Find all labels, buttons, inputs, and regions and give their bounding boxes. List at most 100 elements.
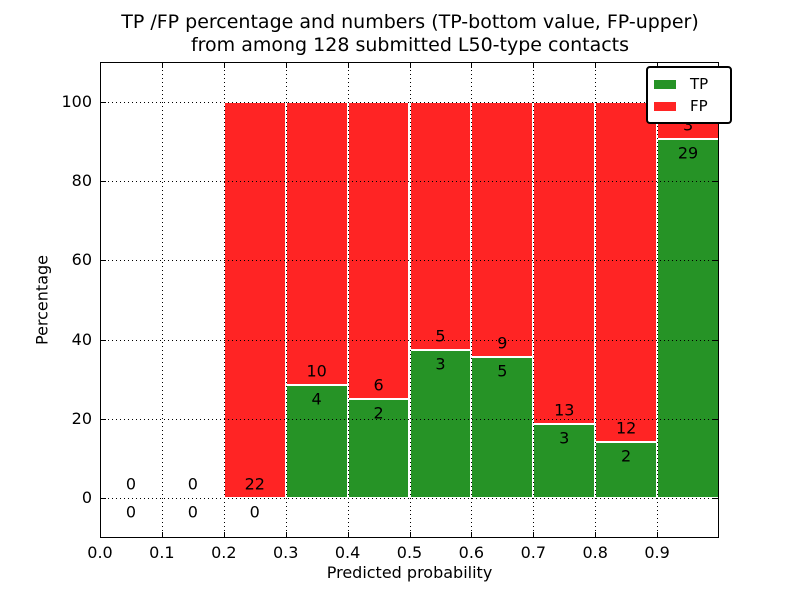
bar-segment-fp-bin8	[595, 101, 658, 442]
x-tick-label-0.9: 0.9	[644, 543, 670, 562]
y-tick-right-80	[713, 181, 719, 182]
tp-count-label-bin1: 0	[187, 502, 198, 522]
gridline-y-0	[100, 498, 719, 500]
gridline-y-80	[100, 181, 719, 182]
y-tick-left-80	[100, 181, 106, 182]
gridline-x-0.4	[347, 62, 349, 538]
bar-segment-tp-bin6	[471, 356, 534, 499]
tp-count-label-bin5: 3	[435, 354, 446, 374]
chart-title-line-1: TP /FP percentage and numbers (TP-bottom…	[121, 11, 699, 33]
y-tick-right-60	[713, 260, 719, 262]
gridline-x-0.2	[223, 62, 225, 538]
tp-count-label-bin9: 29	[677, 143, 699, 163]
x-tick-label-0.7: 0.7	[520, 543, 547, 562]
fp-count-label-bin6: 9	[497, 333, 508, 353]
x-tick-label-0.4: 0.4	[334, 543, 361, 562]
gridline-x-0.3	[285, 62, 287, 538]
tp-count-label-bin6: 5	[497, 361, 508, 381]
y-tick-right-20	[713, 419, 719, 420]
x-tick-bottom-0.3	[285, 532, 287, 538]
bar-segment-tp-bin9	[657, 138, 719, 499]
chart-title-line-2: from among 128 submitted L50-type contac…	[190, 34, 630, 56]
x-tick-top-0.5	[409, 62, 411, 68]
fp-count-label-bin0: 0	[125, 474, 137, 494]
x-tick-bottom-0.4	[347, 532, 349, 538]
x-tick-top-0.1	[161, 62, 163, 68]
bar-segment-tp-bin5	[409, 349, 472, 499]
gridline-x-0.1	[161, 62, 163, 538]
y-tick-label-80: 80	[71, 171, 92, 190]
fp-count-label-bin1: 0	[187, 474, 198, 494]
x-tick-bottom-0.0	[100, 532, 101, 538]
x-tick-top-0.6	[471, 62, 473, 68]
fp-count-label-bin9: 3	[682, 115, 694, 135]
y-tick-left-100	[100, 101, 106, 103]
fp-count-label-bin7: 13	[554, 400, 575, 420]
x-tick-bottom-0.1	[161, 532, 163, 538]
legend-label-tp: TP	[690, 75, 709, 93]
gridline-x-0.9	[657, 62, 659, 538]
gridline-y-20	[100, 419, 719, 420]
y-tick-right-40	[713, 339, 719, 341]
y-tick-label-40: 40	[71, 329, 92, 349]
tp-count-label-bin7: 3	[559, 428, 570, 448]
x-tick-bottom-0.2	[223, 532, 225, 538]
y-tick-label-0: 0	[81, 488, 92, 508]
x-axis-label: Predicted probability	[326, 563, 493, 582]
x-tick-label-0.8: 0.8	[582, 543, 608, 562]
gridline-x-0.5	[409, 62, 411, 538]
tp-count-label-bin4: 2	[373, 403, 384, 423]
x-tick-top-0.3	[285, 62, 287, 68]
tp-count-label-bin3: 4	[311, 389, 322, 409]
y-tick-left-0	[100, 498, 106, 500]
x-tick-top-0.4	[347, 62, 349, 68]
x-tick-top-0.8	[595, 62, 597, 68]
x-tick-top-0.7	[533, 62, 535, 68]
x-tick-bottom-0.8	[595, 532, 597, 538]
legend-item-fp: FP	[654, 97, 724, 115]
y-tick-left-20	[100, 419, 106, 420]
bar-segment-fp-bin3	[285, 101, 348, 385]
legend-item-tp: TP	[654, 75, 724, 93]
y-tick-label-100: 100	[61, 91, 92, 111]
gridline-x-0.6	[471, 62, 473, 538]
tp-count-label-bin0: 0	[125, 502, 137, 522]
x-tick-top-0.9	[657, 62, 659, 68]
x-tick-label-0.0: 0.0	[87, 543, 113, 562]
x-tick-bottom-0.7	[533, 532, 535, 538]
fp-count-label-bin4: 6	[373, 375, 384, 395]
fp-count-label-bin2: 22	[244, 474, 265, 494]
x-tick-bottom-0.5	[409, 532, 411, 538]
plot-area: TP FP 0 0 0 0 22 0 10 4 6 2 5 3 9 5 13 3 12 2 3 29 0.0 0.1 0.2 0…	[61, 62, 732, 562]
x-tick-label-0.1: 0.1	[149, 543, 175, 562]
y-tick-left-40	[100, 339, 106, 341]
legend: TP FP	[646, 66, 732, 124]
tp-count-label-bin2: 0	[249, 502, 260, 522]
bar-segment-fp-bin5	[409, 101, 472, 350]
bar-segment-fp-bin7	[533, 101, 596, 424]
x-tick-bottom-0.9	[657, 532, 659, 538]
bar-segment-fp-bin2	[223, 101, 286, 499]
gridline-x-0.7	[533, 62, 535, 538]
bar-segment-fp-bin4	[347, 101, 410, 400]
x-tick-label-0.3: 0.3	[272, 543, 299, 562]
x-tick-label-0.2: 0.2	[211, 543, 237, 562]
x-tick-top-0.2	[223, 62, 225, 68]
legend-swatch-fp	[654, 101, 676, 111]
chart-title: TP /FP percentage and numbers (TP-bottom…	[90, 11, 730, 57]
fp-count-label-bin8: 12	[615, 418, 637, 438]
bar-segment-fp-bin6	[471, 101, 534, 357]
gridline-y-40	[100, 339, 719, 341]
x-tick-top-0.0	[100, 62, 101, 68]
y-tick-right-0	[713, 498, 719, 500]
x-tick-label-0.5: 0.5	[396, 543, 423, 562]
gridline-y-60	[100, 260, 719, 262]
fp-count-label-bin3: 10	[306, 361, 327, 381]
fp-count-label-bin5: 5	[435, 326, 446, 346]
gridline-x-0.8	[595, 62, 597, 538]
bar-segment-tp-bin8	[595, 441, 658, 499]
legend-label-fp: FP	[690, 97, 708, 115]
y-tick-label-60: 60	[71, 250, 92, 270]
tp-count-label-bin8: 2	[621, 446, 632, 466]
